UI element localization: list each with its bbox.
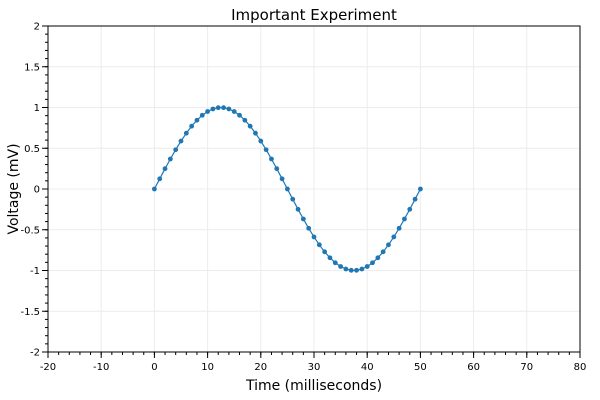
data-point bbox=[396, 225, 402, 231]
axes: -20 -10 0 10 20 30 40 50 60 70 80 -2 -1.5 -1 -0.5 0 0.5 1… bbox=[20, 22, 586, 374]
data-point bbox=[418, 186, 423, 192]
data-point bbox=[354, 267, 359, 273]
x-tick-label: 80 bbox=[574, 362, 587, 373]
data-point bbox=[391, 234, 397, 240]
data-point bbox=[205, 109, 211, 114]
data-point bbox=[343, 266, 349, 272]
data-point bbox=[285, 186, 290, 192]
y-tick-label: 1.5 bbox=[24, 62, 40, 73]
y-tick-label: 0.5 bbox=[24, 144, 40, 155]
data-point bbox=[375, 255, 381, 261]
chart-title: Important Experiment bbox=[231, 6, 397, 24]
data-point bbox=[279, 176, 285, 182]
x-tick-label: 70 bbox=[520, 362, 533, 373]
x-tick-label: 30 bbox=[308, 362, 321, 373]
y-tick-label: 2 bbox=[34, 22, 40, 33]
y-axis-label: Voltage (mV) bbox=[6, 143, 22, 234]
y-tick-label: 1 bbox=[34, 103, 40, 114]
data-point bbox=[253, 130, 258, 136]
data-point bbox=[178, 138, 184, 144]
data-point bbox=[226, 106, 232, 112]
x-tick-label: 0 bbox=[151, 362, 157, 373]
data-point bbox=[221, 105, 226, 111]
y-tick-label: -0.5 bbox=[20, 225, 40, 236]
data-point bbox=[380, 249, 386, 255]
data-point bbox=[338, 264, 343, 269]
x-tick-label: 10 bbox=[201, 362, 214, 373]
data-point bbox=[412, 196, 418, 202]
y-tick-label: -2 bbox=[30, 348, 40, 359]
data-point bbox=[274, 166, 280, 172]
data-point bbox=[247, 123, 253, 129]
x-tick-label: 60 bbox=[467, 362, 480, 373]
data-point bbox=[295, 206, 301, 212]
data-point bbox=[290, 196, 296, 202]
data-point bbox=[258, 138, 264, 144]
data-point bbox=[311, 234, 317, 240]
data-point bbox=[300, 216, 306, 222]
data-point bbox=[173, 147, 179, 153]
series-layer bbox=[152, 105, 423, 273]
y-tick-label: 0 bbox=[34, 185, 40, 196]
data-point bbox=[364, 264, 370, 269]
data-point bbox=[327, 255, 333, 261]
data-point bbox=[231, 109, 237, 114]
data-point bbox=[157, 176, 163, 182]
x-tick-label: 20 bbox=[254, 362, 267, 373]
data-point bbox=[402, 216, 407, 222]
x-tick-label: -20 bbox=[40, 362, 56, 373]
data-point bbox=[306, 225, 312, 231]
data-point bbox=[322, 249, 328, 255]
data-point bbox=[162, 166, 168, 172]
data-point bbox=[152, 186, 157, 192]
y-tick-label: -1 bbox=[30, 266, 40, 277]
x-axis-label: Time (milliseconds) bbox=[245, 378, 382, 394]
data-point bbox=[167, 156, 173, 162]
data-point bbox=[242, 117, 248, 123]
data-point bbox=[348, 267, 354, 273]
y-tick-label: -1.5 bbox=[20, 307, 40, 318]
grid bbox=[47, 25, 581, 353]
data-point bbox=[332, 260, 338, 266]
data-point bbox=[237, 112, 242, 118]
data-point bbox=[269, 156, 274, 162]
data-point bbox=[210, 106, 216, 112]
x-tick-label: -10 bbox=[93, 362, 109, 373]
data-point bbox=[316, 242, 322, 248]
data-point bbox=[199, 112, 205, 118]
data-point bbox=[215, 105, 221, 111]
data-point bbox=[386, 242, 391, 248]
data-point bbox=[183, 130, 189, 136]
data-point bbox=[189, 123, 195, 129]
data-point bbox=[359, 266, 365, 272]
data-point bbox=[407, 206, 413, 212]
data-point bbox=[370, 260, 375, 266]
data-point bbox=[194, 117, 200, 123]
x-tick-label: 50 bbox=[414, 362, 427, 373]
data-point bbox=[263, 147, 269, 153]
x-tick-label: 40 bbox=[361, 362, 374, 373]
